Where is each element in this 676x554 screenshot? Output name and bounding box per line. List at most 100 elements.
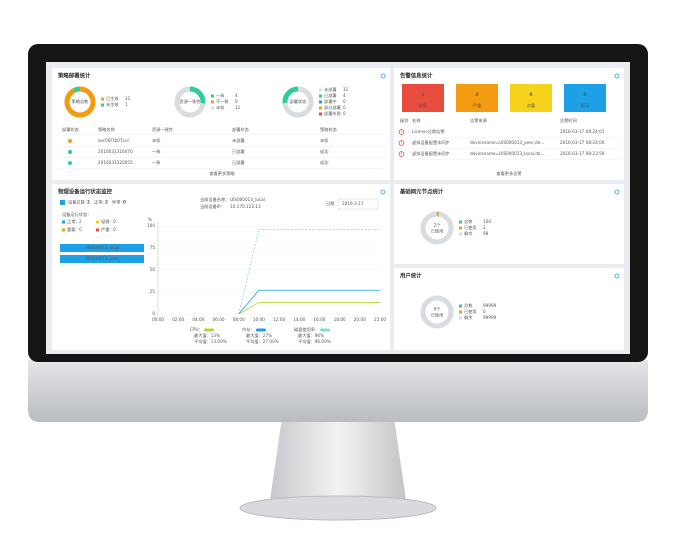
- legend-swatch: [256, 328, 266, 332]
- legend-swatch: [319, 100, 322, 104]
- donut-label: 资源一致性: [180, 98, 201, 105]
- stat-max: 最大值：96%: [298, 332, 324, 339]
- panel: [394, 184, 624, 264]
- table-cell: !: [401, 151, 403, 156]
- table-cell: 未部署: [232, 137, 245, 144]
- status-swatch: [96, 220, 99, 224]
- legend-value: 99999: [483, 303, 497, 308]
- donut-segment: [174, 86, 206, 118]
- table-cell: !: [401, 129, 403, 134]
- status-value: 0: [113, 227, 116, 232]
- summary-value: 2: [87, 200, 90, 205]
- status-name: 重要：: [67, 226, 80, 233]
- x-tick-label: 22:00: [374, 317, 386, 322]
- legend-value: 0: [343, 105, 346, 110]
- legend-label: 未部署: [324, 86, 337, 93]
- table-cell: 已部署: [232, 159, 245, 166]
- alarm-icon: [398, 140, 405, 146]
- table-cell: 未知: [320, 137, 328, 144]
- table-header: 策略名称: [98, 126, 115, 133]
- donut-center: 0个: [434, 307, 442, 312]
- legend-label: 剩余: [464, 230, 473, 237]
- refresh-icon[interactable]: [614, 273, 620, 279]
- more-link: 查看更多策略: [209, 170, 235, 177]
- status-name: 严重：: [101, 226, 114, 233]
- alarm-count: 1: [422, 92, 425, 97]
- table-cell: 成功: [320, 148, 328, 155]
- legend-swatch: [459, 310, 462, 314]
- refresh-icon[interactable]: [380, 73, 386, 79]
- summary-label: 设备总数：: [68, 199, 89, 206]
- donut-label: 策略总数: [72, 98, 90, 105]
- table-header: 部署状态: [62, 126, 79, 133]
- legend-swatch: [459, 232, 462, 236]
- legend-swatch: [101, 103, 104, 107]
- date-select[interactable]: [337, 198, 379, 210]
- table-cell: 一致: [152, 148, 161, 155]
- table-header: 策略状态: [320, 126, 337, 133]
- legend-label: 已使用: [464, 308, 477, 315]
- legend-value: 98: [483, 231, 489, 236]
- legend-value: 0: [343, 111, 346, 116]
- alarm-count: 3: [476, 92, 479, 97]
- device-button[interactable]: [60, 244, 144, 252]
- device-button[interactable]: [60, 255, 144, 263]
- legend-label: CPU：: [190, 327, 203, 332]
- alarm-icon: [398, 129, 405, 135]
- alarm-count: 0: [584, 92, 587, 97]
- x-tick-label: 18:00: [334, 317, 346, 322]
- alarm-count: 0: [530, 92, 533, 97]
- alarm-card[interactable]: [456, 84, 498, 112]
- legend-label: 已部署: [324, 92, 337, 99]
- x-tick-label: 10:00: [253, 317, 265, 322]
- status-dot: [68, 161, 72, 165]
- alarm-card[interactable]: [564, 84, 606, 112]
- refresh-icon[interactable]: [614, 73, 620, 79]
- status-label: 设备运行状态：: [62, 211, 91, 218]
- status-name: 轻微：: [101, 218, 114, 225]
- status-swatch: [62, 220, 65, 224]
- legend-swatch: [319, 112, 322, 116]
- legend-label: 已使用: [464, 224, 477, 231]
- legend-label: 部署中: [324, 98, 337, 105]
- more-link: 查看更多告警: [496, 170, 522, 177]
- device-name-label: 当前设备名称：: [200, 196, 229, 203]
- legend-label: 不一致: [216, 98, 229, 105]
- device-ip: 10.170.123.13: [230, 204, 261, 209]
- summary-value: 0: [123, 200, 126, 205]
- legend-swatch: [319, 94, 322, 98]
- table-cell: !: [401, 140, 403, 145]
- legend-value: 0: [483, 309, 486, 314]
- legend-label: 磁盘使用率：: [294, 326, 319, 333]
- alarm-card[interactable]: [510, 84, 552, 112]
- x-tick-label: 08:00: [233, 317, 245, 322]
- device-icon: [60, 200, 65, 205]
- donut-segment: [64, 86, 96, 118]
- donut-segment: [420, 211, 454, 245]
- status-swatch: [96, 228, 99, 232]
- panel-title: 基础网元节点统计: [399, 188, 444, 196]
- refresh-icon[interactable]: [614, 189, 620, 195]
- refresh-icon[interactable]: [380, 189, 386, 195]
- series-line: [238, 302, 380, 315]
- table-cell: License过期告警: [412, 128, 445, 135]
- alarm-label: 提示: [581, 102, 589, 109]
- x-tick-label: 12:00: [273, 317, 285, 322]
- table-cell: 2016-03-17 08:24:01: [560, 129, 605, 134]
- alarm-card[interactable]: [402, 84, 444, 112]
- legend-label: 已生效: [106, 95, 119, 102]
- alarm-label: 次要: [527, 102, 535, 109]
- panel-title: 告警信息统计: [400, 72, 433, 80]
- status-value: 0: [79, 227, 82, 232]
- legend-label: 一致: [216, 92, 225, 99]
- y-axis-label: %: [148, 217, 152, 222]
- panel: [52, 68, 390, 180]
- y-tick-label: 0: [152, 311, 155, 316]
- status-dot: [68, 139, 72, 143]
- status-name: 正常：: [67, 218, 80, 225]
- summary-value: 2: [105, 200, 108, 205]
- legend-value: 4: [235, 93, 238, 98]
- legend-swatch: [211, 106, 214, 110]
